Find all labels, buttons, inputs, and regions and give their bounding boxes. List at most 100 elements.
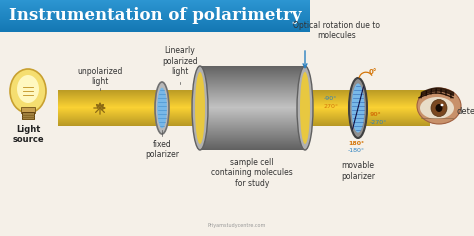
Bar bbox=[0, 29, 310, 30]
Text: unpolarized
light: unpolarized light bbox=[77, 67, 123, 86]
Bar bbox=[200, 148, 305, 149]
Ellipse shape bbox=[440, 104, 444, 106]
Bar bbox=[58, 94, 430, 95]
Bar bbox=[0, 25, 310, 26]
Bar bbox=[200, 91, 305, 92]
Bar bbox=[0, 14, 310, 15]
Bar bbox=[200, 92, 305, 93]
Bar bbox=[200, 82, 305, 83]
Bar bbox=[0, 28, 310, 29]
Bar bbox=[58, 112, 430, 113]
Bar bbox=[0, 17, 310, 18]
Bar bbox=[58, 115, 430, 116]
Bar bbox=[200, 71, 305, 72]
Bar bbox=[200, 120, 305, 121]
Text: -90°: -90° bbox=[324, 96, 337, 101]
Bar bbox=[200, 111, 305, 112]
Text: -180°: -180° bbox=[347, 148, 365, 153]
Bar bbox=[58, 104, 430, 105]
Bar bbox=[0, 10, 310, 11]
Bar bbox=[200, 117, 305, 118]
Bar bbox=[0, 11, 310, 12]
Bar bbox=[200, 103, 305, 104]
Ellipse shape bbox=[431, 100, 447, 117]
Text: Light
source: Light source bbox=[12, 125, 44, 144]
Ellipse shape bbox=[155, 82, 169, 134]
Bar bbox=[0, 6, 310, 7]
Bar bbox=[0, 24, 310, 25]
Bar bbox=[200, 101, 305, 102]
Bar bbox=[200, 81, 305, 82]
Bar bbox=[200, 125, 305, 126]
Bar bbox=[58, 100, 430, 101]
Text: Instrumentation of polarimetry: Instrumentation of polarimetry bbox=[9, 8, 301, 25]
Bar bbox=[0, 12, 310, 13]
Bar bbox=[200, 98, 305, 99]
Bar bbox=[200, 67, 305, 68]
Bar bbox=[58, 109, 430, 110]
Bar bbox=[200, 112, 305, 113]
Bar bbox=[200, 76, 305, 77]
Ellipse shape bbox=[436, 104, 443, 112]
Text: detector: detector bbox=[457, 108, 474, 117]
Bar bbox=[200, 108, 305, 109]
Ellipse shape bbox=[417, 88, 461, 124]
Bar bbox=[0, 4, 310, 5]
Bar bbox=[200, 145, 305, 146]
Text: 0°: 0° bbox=[369, 69, 377, 75]
Bar bbox=[200, 129, 305, 130]
Bar bbox=[200, 87, 305, 88]
Bar bbox=[200, 72, 305, 73]
Bar bbox=[200, 137, 305, 138]
Bar bbox=[58, 108, 430, 109]
Bar bbox=[0, 3, 310, 4]
Bar bbox=[58, 117, 430, 118]
Bar bbox=[58, 97, 430, 98]
Bar bbox=[200, 84, 305, 85]
Bar bbox=[0, 7, 310, 8]
Bar bbox=[58, 114, 430, 115]
Bar bbox=[200, 115, 305, 116]
Bar bbox=[200, 139, 305, 140]
Ellipse shape bbox=[17, 75, 39, 103]
Bar bbox=[200, 136, 305, 137]
Bar bbox=[58, 119, 430, 120]
Bar bbox=[200, 121, 305, 122]
Bar bbox=[200, 90, 305, 91]
Bar bbox=[200, 73, 305, 74]
Bar bbox=[58, 111, 430, 112]
Text: 180°: 180° bbox=[348, 141, 364, 146]
Ellipse shape bbox=[352, 83, 365, 133]
Bar bbox=[200, 127, 305, 128]
Bar bbox=[200, 96, 305, 97]
Bar bbox=[200, 104, 305, 105]
Bar bbox=[0, 18, 310, 19]
Bar bbox=[0, 13, 310, 14]
Bar bbox=[0, 27, 310, 28]
Bar bbox=[0, 19, 310, 20]
Bar bbox=[58, 96, 430, 97]
Bar bbox=[200, 66, 305, 67]
Bar bbox=[22, 112, 34, 119]
Ellipse shape bbox=[297, 66, 313, 150]
Text: 270°: 270° bbox=[324, 104, 339, 109]
Bar bbox=[200, 146, 305, 147]
Bar bbox=[58, 110, 430, 111]
Bar bbox=[200, 107, 305, 108]
Bar bbox=[58, 102, 430, 103]
Bar bbox=[58, 93, 430, 94]
Bar bbox=[58, 90, 430, 91]
Bar bbox=[200, 102, 305, 103]
Bar bbox=[200, 86, 305, 87]
Bar bbox=[200, 123, 305, 124]
Bar bbox=[58, 106, 430, 107]
Ellipse shape bbox=[192, 66, 208, 150]
Bar bbox=[58, 118, 430, 119]
Bar bbox=[0, 30, 310, 31]
Text: movable
polarizer: movable polarizer bbox=[341, 161, 375, 181]
Bar bbox=[0, 9, 310, 10]
Text: -270°: -270° bbox=[370, 119, 387, 125]
Ellipse shape bbox=[157, 88, 167, 128]
Bar bbox=[200, 88, 305, 89]
Text: fixed
polarizer: fixed polarizer bbox=[145, 140, 179, 159]
